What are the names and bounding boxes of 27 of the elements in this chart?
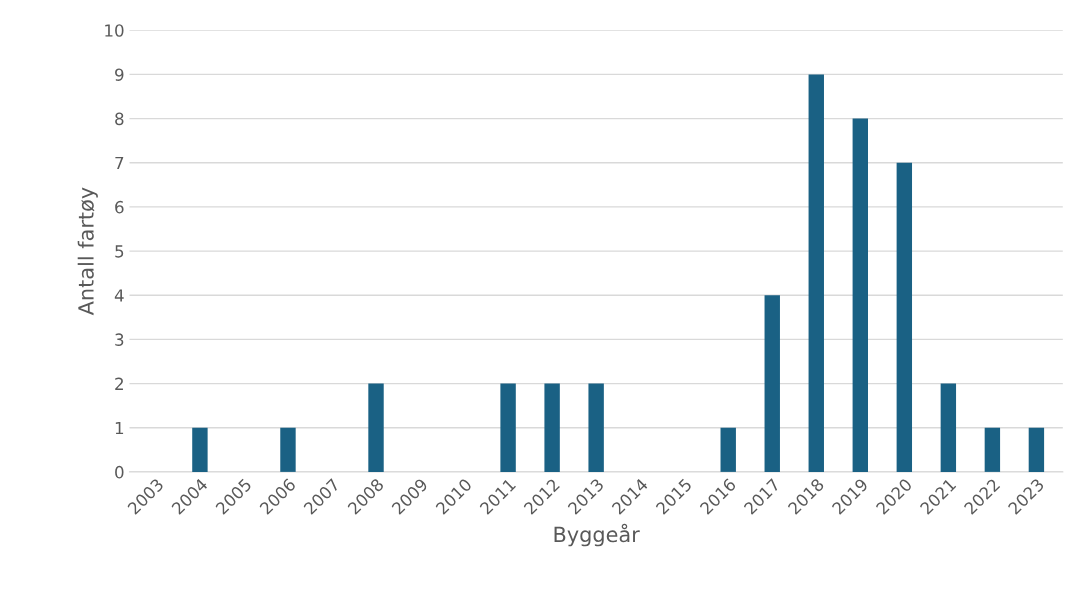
y-tick-label: 6: [115, 200, 124, 214]
bar: [1028, 427, 1045, 472]
bar: [500, 383, 516, 472]
y-tick-label: 4: [114, 289, 124, 302]
bar: [984, 427, 1001, 472]
bar: [940, 383, 957, 472]
y-tick-label: 9: [115, 68, 124, 81]
bar: [544, 383, 560, 472]
y-tick-label: 0: [115, 465, 124, 479]
bar: [808, 74, 824, 472]
y-tick-label: 10: [105, 24, 124, 37]
y-tick-label: 8: [115, 112, 124, 126]
bar: [368, 383, 384, 472]
y-tick-label: 5: [115, 245, 124, 258]
x-axis-title: Byggeår: [554, 523, 640, 547]
bar: [852, 118, 868, 472]
bar: [720, 427, 736, 472]
bar: [896, 162, 913, 472]
y-tick-label: 3: [115, 333, 124, 346]
y-axis-title: Antall fartøy: [77, 187, 98, 316]
y-tick-label: 7: [115, 156, 124, 170]
bar: [192, 427, 208, 472]
y-tick-label: 2: [115, 377, 123, 390]
y-tick-label: 1: [115, 421, 124, 435]
bar: [588, 383, 604, 472]
bar: [280, 427, 296, 472]
bar: [764, 295, 780, 472]
